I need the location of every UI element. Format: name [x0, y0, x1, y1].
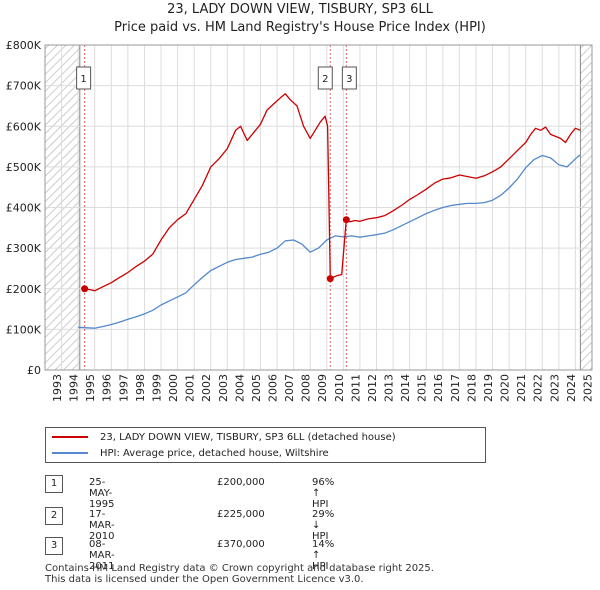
- x-tick-label: 2000: [167, 374, 180, 402]
- sale-price: £225,000: [217, 509, 265, 520]
- y-tick-label: £200K: [6, 283, 42, 296]
- x-tick-label: 2006: [266, 374, 279, 402]
- x-tick-label: 2009: [316, 374, 329, 402]
- x-tick-label: 2019: [482, 374, 495, 402]
- x-tick-label: 2013: [383, 374, 396, 402]
- sale-label-1: 1: [80, 74, 86, 85]
- x-tick-label: 2010: [333, 374, 346, 402]
- sale-point-3: [342, 216, 350, 224]
- series-line-hpi: [78, 154, 581, 329]
- x-tick-label: 2003: [217, 374, 230, 402]
- sale-price: £370,000: [217, 539, 265, 550]
- x-tick-label: 2026: [598, 374, 600, 402]
- y-tick-label: £800K: [6, 39, 42, 52]
- legend-label-hpi: HPI: Average price, detached house, Wilt…: [100, 447, 329, 459]
- sale-id-badge: 3: [45, 537, 63, 555]
- attribution-line-1: Contains HM Land Registry data © Crown c…: [45, 563, 434, 574]
- x-tick-label: 2011: [349, 374, 362, 402]
- sale-date: 25-MAY-1995: [89, 477, 115, 510]
- x-tick-label: 1997: [117, 374, 130, 402]
- x-tick-label: 2016: [432, 374, 445, 402]
- sale-point-1: [81, 285, 89, 293]
- x-tick-label: 2014: [399, 374, 412, 402]
- sale-label-3: 3: [346, 74, 352, 85]
- chart-legend: 23, LADY DOWN VIEW, TISBURY, SP3 6LL (de…: [45, 427, 486, 463]
- attribution-line-2: This data is licensed under the Open Gov…: [45, 574, 364, 585]
- attribution-footer: Contains HM Land Registry data © Crown c…: [45, 563, 434, 585]
- x-tick-label: 2015: [416, 374, 429, 402]
- x-tick-label: 2020: [499, 374, 512, 402]
- sale-id-badge: 1: [45, 475, 63, 493]
- y-tick-label: £300K: [6, 242, 42, 255]
- x-tick-label: 2008: [300, 374, 313, 402]
- plot-border: [44, 44, 593, 371]
- x-tick-label: 2024: [565, 374, 578, 402]
- x-tick-label: 1995: [84, 374, 97, 402]
- sale-hpi-delta: 14% ↑ HPI: [312, 539, 335, 572]
- x-tick-label: 2012: [366, 374, 379, 402]
- sale-label-box-2: [317, 66, 333, 90]
- x-tick-label: 2004: [233, 374, 246, 402]
- y-tick-label: £400K: [6, 202, 42, 215]
- x-tick-label: 2023: [548, 374, 561, 402]
- y-tick-label: £700K: [6, 80, 42, 93]
- chart-title: 23, LADY DOWN VIEW, TISBURY, SP3 6LL: [167, 2, 433, 17]
- x-tick-label: 1996: [101, 374, 114, 402]
- x-tick-label: 2017: [449, 374, 462, 402]
- y-tick-label: £600K: [6, 120, 42, 133]
- sale-hpi-delta: 29% ↓ HPI: [312, 509, 335, 542]
- chart-subtitle: Price paid vs. HM Land Registry's House …: [114, 20, 486, 35]
- x-tick-label: 2018: [465, 374, 478, 402]
- sale-label-box-3: [341, 66, 357, 90]
- y-tick-label: £100K: [6, 323, 42, 336]
- x-tick-label: 2021: [515, 374, 528, 402]
- legend-swatch-property: [52, 436, 88, 438]
- x-tick-label: 1993: [51, 374, 64, 402]
- sale-hpi-delta: 96% ↑ HPI: [312, 477, 335, 510]
- sale-date: 08-MAR-2011: [89, 539, 115, 572]
- y-tick-label: £0: [27, 364, 41, 377]
- x-tick-label: 2025: [581, 374, 594, 402]
- x-tick-label: 2001: [184, 374, 197, 402]
- price-chart: £0 £100K £200K £300K £400K £500K £600K £700K £80…: [6, 39, 600, 402]
- x-tick-label: 1998: [134, 374, 147, 402]
- legend-item-property: 23, LADY DOWN VIEW, TISBURY, SP3 6LL (de…: [52, 429, 396, 445]
- legend-swatch-hpi: [52, 452, 88, 454]
- x-tick-label: 2005: [250, 374, 263, 402]
- sale-label-box-1: [76, 66, 92, 90]
- sale-price: £200,000: [217, 477, 265, 488]
- sale-label-2: 2: [322, 74, 328, 85]
- x-tick-label: 2007: [283, 374, 296, 402]
- sale-id-badge: 2: [45, 507, 63, 525]
- legend-label-property: 23, LADY DOWN VIEW, TISBURY, SP3 6LL (de…: [100, 431, 396, 443]
- sale-point-2: [326, 275, 334, 283]
- sale-date: 17-MAR-2010: [89, 509, 115, 542]
- x-tick-label: 2022: [532, 374, 545, 402]
- x-tick-label: 1999: [150, 374, 163, 402]
- x-tick-label: 1994: [68, 374, 81, 402]
- y-tick-label: £500K: [6, 161, 42, 174]
- legend-item-hpi: HPI: Average price, detached house, Wilt…: [52, 445, 329, 461]
- x-tick-label: 2002: [200, 374, 213, 402]
